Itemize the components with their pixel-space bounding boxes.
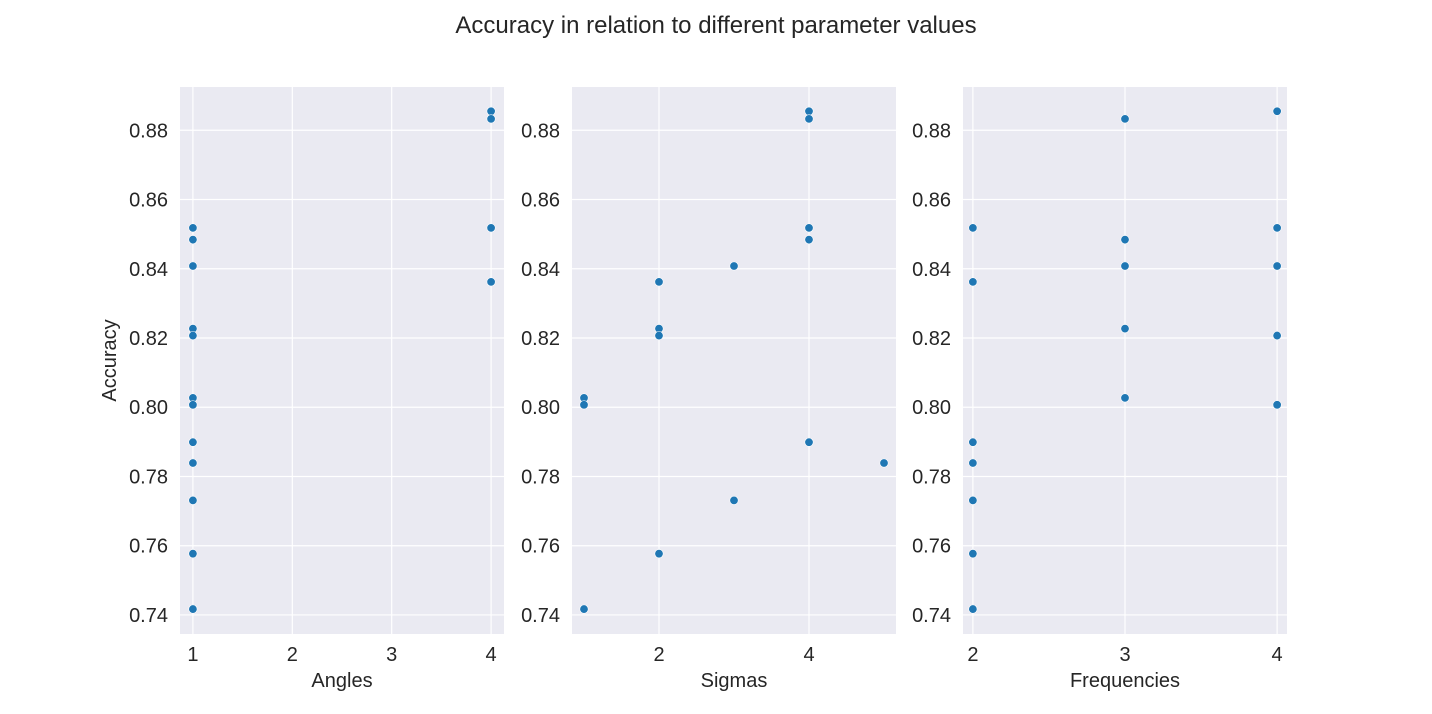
x-tick-label: 4 — [803, 644, 814, 666]
scatter-point — [486, 223, 496, 233]
scatter-point — [654, 331, 664, 341]
scatter-point — [579, 604, 589, 614]
scatter-point — [654, 549, 664, 559]
scatter-point — [1272, 261, 1282, 271]
figure-title: Accuracy in relation to different parame… — [455, 12, 976, 39]
scatter-point — [1120, 324, 1130, 334]
subplot-3: 0.74 0.76 0.78 0.80 0.82 0.84 0.86 0.88 2 3 4 Frequ… — [912, 87, 1287, 692]
y-tick-label: 0.78 — [912, 466, 951, 488]
y-tick-label: 0.76 — [912, 536, 951, 558]
scatter-point — [188, 495, 198, 505]
y-tick-label: 0.88 — [521, 120, 560, 142]
y-tick-label: 0.78 — [521, 466, 560, 488]
y-tick-label: 0.74 — [129, 605, 168, 627]
y-tick-label: 0.86 — [912, 190, 951, 212]
y-tick-label: 0.86 — [521, 190, 560, 212]
subplot-1: 0.74 0.76 0.78 0.80 0.82 0.84 0.86 0.88 1 2 3 4 Angl… — [99, 87, 504, 692]
x-axis-label: Sigmas — [701, 670, 768, 692]
x-tick-label: 3 — [1119, 644, 1130, 666]
x-tick-label: 2 — [967, 644, 978, 666]
scatter-point — [1272, 400, 1282, 410]
y-tick-label: 0.74 — [521, 605, 560, 627]
scatter-point — [188, 223, 198, 233]
plot-area — [180, 87, 504, 634]
x-tick-label: 2 — [287, 644, 298, 666]
scatter-point — [1120, 261, 1130, 271]
scatter-point — [968, 223, 978, 233]
scatter-point — [1272, 331, 1282, 341]
scatter-point — [968, 437, 978, 447]
y-tick-label: 0.88 — [129, 120, 168, 142]
y-tick-label: 0.82 — [912, 328, 951, 350]
y-tick-label: 0.86 — [129, 190, 168, 212]
subplots: 0.74 0.76 0.78 0.80 0.82 0.84 0.86 0.88 1 2 3 4 Angl… — [99, 87, 1287, 692]
y-tick-label: 0.80 — [521, 397, 560, 419]
scatter-point — [1120, 235, 1130, 245]
y-tick-label: 0.82 — [129, 328, 168, 350]
scatter-point — [188, 400, 198, 410]
scatter-point — [804, 437, 814, 447]
scatter-point — [188, 331, 198, 341]
scatter-point — [729, 495, 739, 505]
scatter-point — [1120, 393, 1130, 403]
x-tick-label: 2 — [653, 644, 664, 666]
scatter-point — [804, 106, 814, 116]
y-tick-label: 0.80 — [129, 397, 168, 419]
scatter-point — [968, 549, 978, 559]
scatter-point — [1272, 223, 1282, 233]
scatter-point — [188, 549, 198, 559]
y-tick-label: 0.74 — [912, 605, 951, 627]
scatter-point — [1120, 114, 1130, 124]
y-tick-label: 0.78 — [129, 466, 168, 488]
scatter-point — [579, 400, 589, 410]
subplot-2: 0.74 0.76 0.78 0.80 0.82 0.84 0.86 0.88 2 4 Sigmas — [521, 87, 896, 692]
scatter-point — [188, 235, 198, 245]
scatter-point — [968, 495, 978, 505]
scatter-point — [968, 604, 978, 614]
scatter-point — [1272, 106, 1282, 116]
scatter-point — [188, 458, 198, 468]
y-tick-label: 0.76 — [521, 536, 560, 558]
y-tick-label: 0.82 — [521, 328, 560, 350]
scatter-point — [804, 223, 814, 233]
y-tick-label: 0.76 — [129, 536, 168, 558]
x-axis-label: Frequencies — [1070, 670, 1180, 692]
x-tick-label: 4 — [1272, 644, 1283, 666]
scatter-point — [188, 261, 198, 271]
y-tick-label: 0.84 — [912, 259, 951, 281]
scatter-point — [188, 604, 198, 614]
scatter-point — [879, 458, 889, 468]
scatter-point — [486, 114, 496, 124]
scatter-point — [188, 437, 198, 447]
scatter-point — [968, 458, 978, 468]
x-tick-label: 3 — [386, 644, 397, 666]
scatter-point — [729, 261, 739, 271]
plot-area — [572, 87, 896, 634]
scatter-point — [654, 277, 664, 287]
x-tick-label: 4 — [486, 644, 497, 666]
y-axis-label: Accuracy — [99, 319, 121, 401]
y-tick-label: 0.88 — [912, 120, 951, 142]
y-tick-label: 0.84 — [521, 259, 560, 281]
x-tick-label: 1 — [187, 644, 198, 666]
scatter-point — [804, 114, 814, 124]
scatter-point — [968, 277, 978, 287]
scatter-point — [804, 235, 814, 245]
scatter-point — [486, 106, 496, 116]
y-tick-label: 0.80 — [912, 397, 951, 419]
scatter-point — [486, 277, 496, 287]
x-axis-label: Angles — [311, 670, 372, 692]
y-tick-label: 0.84 — [129, 259, 168, 281]
